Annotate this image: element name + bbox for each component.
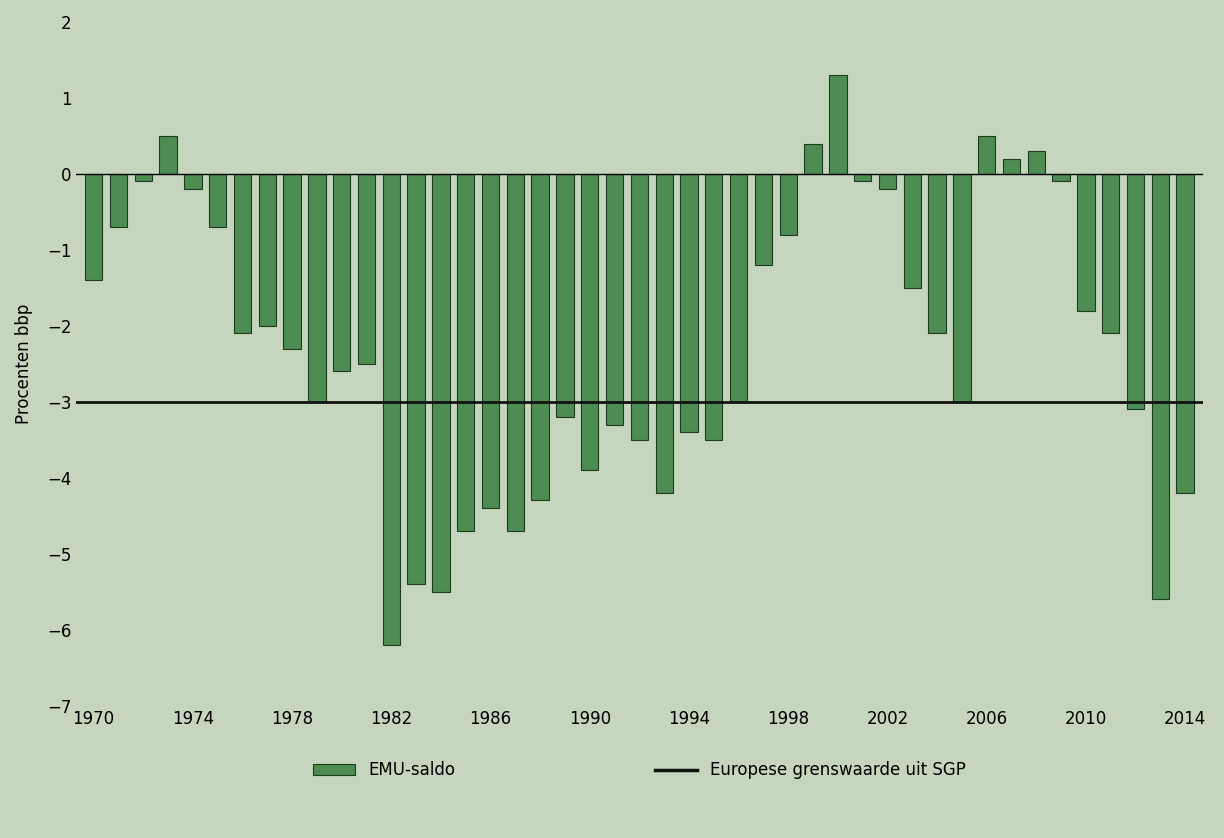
Bar (879, 174, 896, 189)
Bar (308, 174, 326, 401)
Bar (482, 174, 499, 508)
Bar (1102, 174, 1120, 334)
Bar (184, 174, 202, 189)
Bar (928, 174, 946, 334)
Bar (1002, 158, 1020, 174)
Bar (258, 174, 275, 326)
Bar (333, 174, 350, 371)
Bar (804, 143, 821, 174)
Bar (457, 174, 475, 530)
Y-axis label: Procenten bbp: Procenten bbp (15, 303, 33, 424)
Bar (656, 174, 673, 493)
Bar (357, 174, 376, 364)
Bar (1053, 174, 1070, 182)
Bar (209, 174, 226, 227)
Bar (829, 75, 847, 174)
Bar (408, 174, 425, 584)
Bar (978, 136, 995, 174)
Bar (135, 174, 152, 182)
Bar (531, 174, 548, 500)
Bar (705, 174, 722, 440)
Bar (903, 174, 920, 287)
Bar (1152, 174, 1169, 599)
Bar (630, 174, 647, 440)
Bar (110, 174, 127, 227)
Bar (581, 174, 599, 470)
Bar (681, 174, 698, 432)
Bar (1176, 174, 1193, 493)
Bar (556, 174, 574, 417)
Bar (507, 174, 524, 530)
Bar (432, 174, 449, 592)
Bar (1127, 174, 1144, 409)
Bar (854, 174, 871, 182)
Bar (606, 174, 623, 425)
Bar (234, 174, 251, 334)
Bar (755, 174, 772, 265)
Bar (284, 174, 301, 349)
Bar (1077, 174, 1094, 311)
Bar (159, 136, 176, 174)
Bar (730, 174, 748, 401)
Legend: EMU-saldo, Europese grenswaarde uit SGP: EMU-saldo, Europese grenswaarde uit SGP (306, 755, 973, 786)
Bar (383, 174, 400, 644)
Bar (780, 174, 797, 235)
Bar (84, 174, 103, 280)
Bar (1028, 151, 1045, 174)
Bar (953, 174, 971, 401)
